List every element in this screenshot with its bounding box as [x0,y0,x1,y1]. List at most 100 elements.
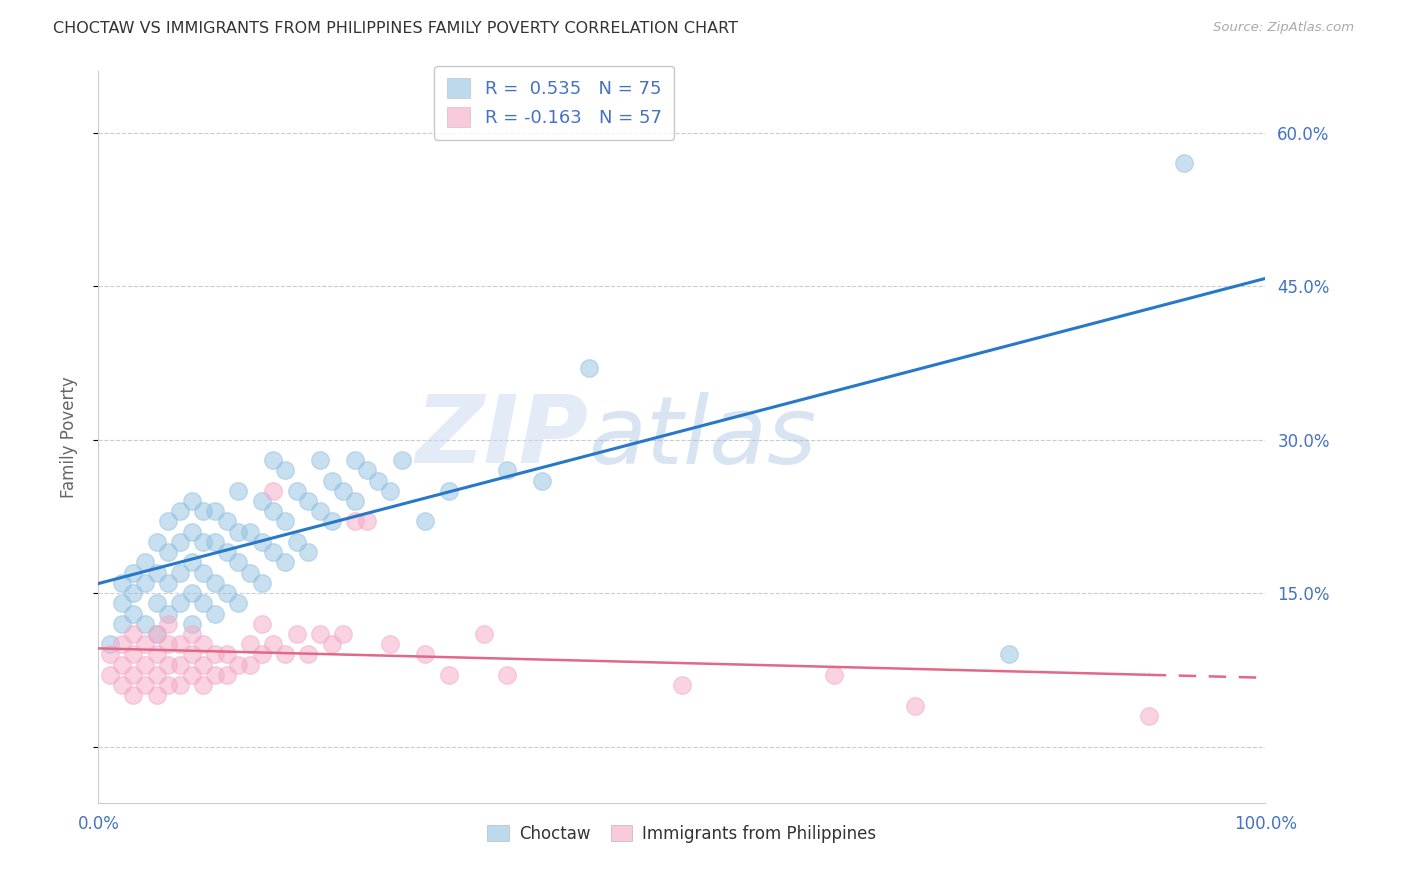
Point [134,575,156,590]
Point [1173,156,1195,170]
Point [496,668,519,682]
Point [496,463,519,477]
Point [250,575,273,590]
Point [228,657,250,672]
Point [262,483,284,498]
Point [274,648,297,662]
Point [472,627,495,641]
Text: CHOCTAW VS IMMIGRANTS FROM PHILIPPINES FAMILY POVERTY CORRELATION CHART: CHOCTAW VS IMMIGRANTS FROM PHILIPPINES F… [53,21,738,37]
Point [321,515,343,529]
Point [146,535,169,549]
Point [204,607,226,621]
Point [98,668,121,682]
Point [274,555,297,569]
Point [367,474,389,488]
Point [204,504,226,518]
Point [228,596,250,610]
Point [285,483,308,498]
Point [262,504,284,518]
Point [146,627,169,641]
Point [309,453,332,467]
Point [437,668,460,682]
Point [122,627,145,641]
Point [578,361,600,376]
Point [193,637,215,651]
Point [193,566,215,580]
Point [204,668,226,682]
Point [157,545,180,559]
Point [413,648,436,662]
Point [193,678,215,692]
Point [344,453,367,467]
Point [204,535,226,549]
Point [180,524,202,539]
Point [530,474,553,488]
Text: atlas: atlas [589,392,817,483]
Point [169,535,191,549]
Point [239,657,262,672]
Point [111,678,134,692]
Point [215,648,238,662]
Point [157,575,180,590]
Point [239,566,262,580]
Point [134,555,156,569]
Point [134,657,156,672]
Point [437,483,460,498]
Point [332,483,354,498]
Point [122,607,145,621]
Point [193,504,215,518]
Point [204,575,226,590]
Point [157,616,180,631]
Point [111,596,134,610]
Point [122,668,145,682]
Point [671,678,693,692]
Point [262,545,284,559]
Point [215,545,238,559]
Y-axis label: Family Poverty: Family Poverty [59,376,77,498]
Point [262,453,284,467]
Point [180,555,202,569]
Point [309,504,332,518]
Point [122,566,145,580]
Point [134,678,156,692]
Point [122,586,145,600]
Point [146,689,169,703]
Point [169,637,191,651]
Point [228,555,250,569]
Point [215,668,238,682]
Point [228,483,250,498]
Point [146,627,169,641]
Point [180,648,202,662]
Point [356,463,378,477]
Point [180,668,202,682]
Point [169,504,191,518]
Point [228,524,250,539]
Point [297,494,319,508]
Point [344,494,367,508]
Point [215,515,238,529]
Point [823,668,845,682]
Point [413,515,436,529]
Point [122,689,145,703]
Point [157,607,180,621]
Point [380,637,402,651]
Point [157,637,180,651]
Point [285,627,308,641]
Point [146,566,169,580]
Point [157,678,180,692]
Point [250,616,273,631]
Point [193,535,215,549]
Point [274,515,297,529]
Point [157,515,180,529]
Point [332,627,354,641]
Point [193,596,215,610]
Point [285,535,308,549]
Point [215,586,238,600]
Point [180,586,202,600]
Point [904,698,927,713]
Point [380,483,402,498]
Point [111,616,134,631]
Point [98,648,121,662]
Point [297,648,319,662]
Point [169,678,191,692]
